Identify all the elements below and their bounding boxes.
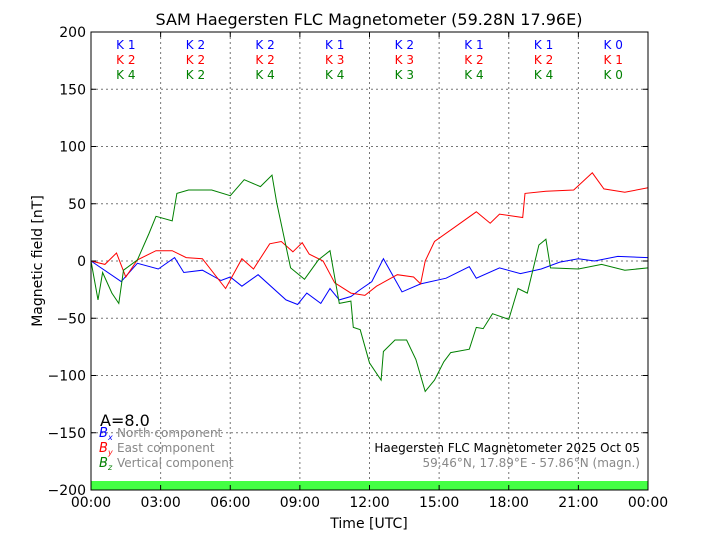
annotation-coords: 59.46°N, 17.89°E - 57.86°N (magn.)	[423, 456, 640, 470]
x-tick-label: 09:00	[280, 495, 320, 511]
x-tick-label: 12:00	[349, 495, 389, 511]
y-tick-label: 150	[59, 82, 86, 98]
legend-subscript: x	[107, 433, 113, 442]
k-index-label: K 2	[395, 38, 414, 52]
k-index-label: K 0	[604, 38, 623, 52]
k-index-label: K 2	[186, 38, 205, 52]
k-index-label: K 1	[464, 38, 483, 52]
annotation-title: Haegersten FLC Magnetometer 2025 Oct 05	[374, 441, 640, 455]
x-tick-label: 15:00	[419, 495, 459, 511]
legend-symbol-x: B	[99, 426, 108, 441]
y-tick-label: 50	[68, 197, 86, 213]
x-tick-label: 03:00	[140, 495, 180, 511]
series-line-y	[90, 172, 649, 296]
k-index-label: K 3	[395, 53, 414, 67]
y-tick-label: 100	[59, 140, 86, 156]
a-index: A=8.0	[100, 411, 150, 430]
k-index-label: K 1	[604, 53, 623, 67]
legend-symbol-y: B	[99, 441, 108, 456]
legend-label: East component	[117, 441, 215, 455]
k-index-label: K 2	[255, 38, 274, 52]
legend-label: North component	[117, 426, 223, 440]
grid	[91, 32, 648, 490]
x-tick-label: 18:00	[489, 495, 529, 511]
y-tick-label: 0	[77, 254, 86, 270]
y-axis-label: Magnetic field [nT]	[30, 195, 46, 327]
series-line-z	[90, 174, 649, 393]
chart-title: SAM Haegersten FLC Magnetometer (59.28N …	[156, 10, 583, 29]
k-index-label: K 3	[325, 53, 344, 67]
y-tick-label: 200	[59, 25, 86, 41]
k-index-label: K 0	[604, 68, 623, 82]
y-tick-label: −50	[56, 311, 86, 327]
legend-subscript: y	[107, 448, 113, 457]
x-axis-label: Time [UTC]	[329, 516, 407, 532]
x-tick-label: 06:00	[210, 495, 250, 511]
legend-symbol-z: B	[99, 456, 108, 471]
k-index-label: K 2	[464, 53, 483, 67]
k-index-label: K 1	[534, 38, 553, 52]
k-index-label: K 1	[116, 38, 135, 52]
ticks: 00:00 03:00 06:00 09:00 12:00 15:00 18:00 21:00…	[48, 25, 669, 511]
series-line-x	[90, 255, 649, 306]
k-index-label: K 2	[255, 53, 274, 67]
y-tick-label: −150	[48, 426, 86, 442]
series-group	[90, 172, 649, 393]
k-index-label: K 4	[464, 68, 483, 82]
y-tick-label: −200	[48, 483, 86, 499]
x-tick-label: 21:00	[558, 495, 598, 511]
y-tick-label: −100	[48, 369, 86, 385]
k-index-label: K 2	[186, 68, 205, 82]
legend-subscript: z	[107, 463, 113, 472]
k-index-label: K 4	[116, 68, 135, 82]
k-index-label: K 3	[395, 68, 414, 82]
x-tick-label: 00:00	[628, 495, 668, 511]
k-index-label: K 2	[534, 53, 553, 67]
legend-label: Vertical component	[117, 456, 234, 470]
k-index-label: K 4	[534, 68, 553, 82]
k-index-label: K 2	[186, 53, 205, 67]
k-index-label: K 1	[325, 38, 344, 52]
k-index-label: K 2	[116, 53, 135, 67]
x-tick-label: 00:00	[71, 495, 111, 511]
k-index-label: K 4	[325, 68, 344, 82]
k-index-label: K 4	[255, 68, 274, 82]
